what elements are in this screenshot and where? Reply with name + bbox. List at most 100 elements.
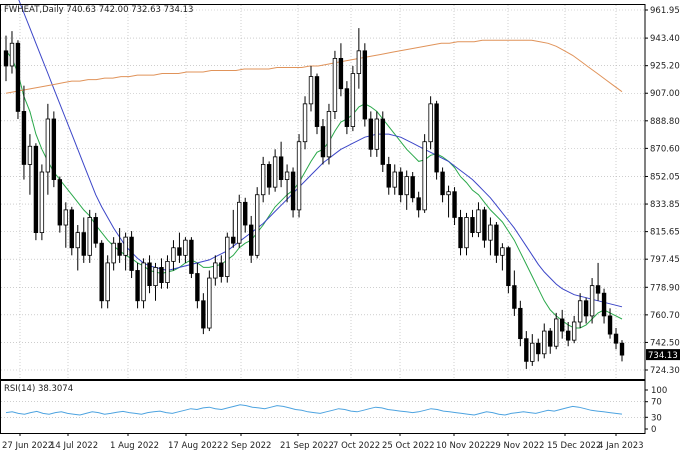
rsi-tick-label: 0: [651, 425, 656, 435]
candle-body: [548, 330, 553, 347]
price-tick-label: 778.90: [650, 283, 680, 293]
candle-body: [607, 315, 613, 335]
candle-body: [410, 176, 415, 199]
candle-body: [565, 330, 571, 341]
candle-body: [494, 224, 499, 256]
candle-body: [392, 171, 397, 188]
candle-body: [123, 236, 128, 256]
price-tick-label: 742.50: [650, 338, 680, 348]
candle-body: [577, 300, 583, 323]
candle-body: [249, 224, 254, 256]
candle-body: [81, 232, 86, 256]
candle-body: [368, 118, 374, 150]
candle-body: [416, 197, 421, 211]
time-tick-label: 10 Nov 2022: [436, 441, 490, 451]
candle-body: [51, 118, 57, 180]
candle-body: [554, 318, 559, 347]
price-tick-label: 797.45: [650, 255, 680, 265]
candle-body: [15, 42, 21, 112]
time-tick-label: 14 Jul 2022: [50, 441, 98, 451]
time-tick-label: 27 Jun 2022: [2, 441, 53, 451]
candle-body: [524, 338, 529, 362]
candle-body: [446, 191, 451, 196]
candle-body: [320, 126, 326, 158]
candle-body: [332, 57, 338, 112]
candle-body: [165, 260, 170, 283]
candle-body: [237, 201, 242, 244]
candle-body: [595, 285, 601, 294]
main-grid: [1, 5, 645, 379]
candle-body: [243, 201, 248, 226]
candle-body: [380, 118, 385, 165]
panel-frames: [0, 4, 646, 434]
candle-body: [428, 103, 433, 143]
candle-body: [404, 176, 409, 196]
rsi-tick-label: 70: [651, 398, 662, 408]
time-tick-label: 15 Dec 2022: [547, 441, 601, 451]
rsi-panel-frame: [0, 380, 646, 434]
candle-body: [452, 191, 457, 218]
candle-body: [225, 236, 230, 277]
price-tick-label: 943.40: [650, 34, 680, 44]
candle-body: [33, 145, 39, 234]
price-tick-label: 925.20: [650, 62, 680, 72]
candle-body: [583, 300, 589, 317]
current-price-marker: [646, 349, 680, 361]
candle-body: [589, 285, 595, 317]
candle-body: [482, 209, 487, 241]
candle-body: [159, 267, 164, 283]
candle-body: [296, 141, 302, 211]
candle-body: [9, 42, 15, 67]
rsi-grid: [1, 401, 645, 418]
rsi-axis: 100 70 30 0: [645, 386, 667, 435]
price-tick-label: 888.80: [650, 117, 680, 127]
candle-body: [183, 239, 188, 256]
candle-body: [434, 103, 439, 173]
candle-body: [135, 270, 140, 302]
time-tick-label: 7 Oct 2022: [333, 441, 380, 451]
candle-body: [458, 217, 463, 249]
candle-body: [386, 164, 391, 188]
time-tick-label: 17 Aug 2022: [168, 441, 222, 451]
candle-body: [57, 179, 63, 226]
candle-body: [500, 247, 505, 256]
candlesticks: [3, 28, 625, 369]
candle-body: [284, 171, 290, 180]
candle-body: [219, 262, 224, 277]
candle-body: [601, 292, 607, 317]
price-panel-frame: [0, 4, 646, 380]
candle-body: [560, 318, 565, 332]
candle-body: [530, 342, 535, 362]
moving-average-line-1: [5, 50, 623, 329]
symbol-header: FWHEAT,Daily 740.63 742.00 732.63 734.13: [4, 5, 193, 15]
candle-body: [314, 76, 320, 127]
candle-body: [39, 171, 45, 234]
candle-body: [153, 267, 158, 287]
candle-body: [201, 300, 206, 329]
price-tick-label: 961.95: [650, 6, 680, 16]
candle-body: [213, 262, 218, 279]
price-tick-label: 852.05: [650, 172, 680, 182]
candle-body: [129, 236, 134, 271]
price-tick-label: 760.70: [650, 311, 680, 321]
candle-body: [21, 111, 27, 165]
moving-average-line-2: [18, 0, 623, 308]
time-tick-label: 21 Sep 2022: [280, 441, 334, 451]
candle-body: [111, 242, 116, 264]
candle-body: [290, 171, 296, 211]
candle-body: [422, 141, 427, 211]
candle-body: [542, 330, 547, 355]
candle-body: [476, 209, 481, 234]
time-tick-label: 29 Nov 2022: [490, 441, 544, 451]
candle-body: [374, 118, 379, 150]
candle-body: [619, 342, 625, 356]
candle-body: [177, 247, 182, 256]
moving-average-lines: [5, 0, 623, 329]
candle-body: [3, 50, 9, 67]
candle-body: [69, 209, 74, 249]
candle-body: [147, 262, 152, 287]
candle-body: [63, 209, 68, 226]
candle-body: [75, 232, 80, 249]
